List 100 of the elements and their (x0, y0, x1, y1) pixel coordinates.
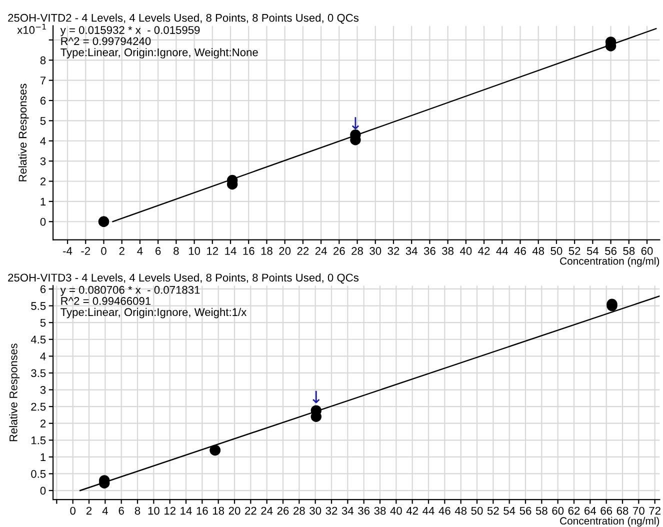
x-tick-label: 4 (102, 506, 108, 515)
y-tick-label: 1 (40, 198, 46, 206)
x-tick-label: 64 (584, 506, 596, 515)
y-tick-label: 3.5 (31, 369, 46, 378)
annotation: y = 0.015932 * x - 0.015959 (60, 26, 200, 36)
x-tick-label: 18 (261, 247, 272, 255)
x-tick-label: 6 (118, 506, 124, 515)
x-tick-label: 48 (532, 247, 544, 255)
x-tick-label: 66 (600, 506, 612, 515)
x-tick-label: 28 (294, 506, 305, 515)
x-tick-label: 34 (406, 247, 418, 255)
y-tick-label: 2.5 (31, 402, 46, 411)
y-tick-label: 2 (40, 420, 46, 428)
y-tick-label: 4 (40, 352, 46, 360)
x-tick-label: 60 (552, 506, 564, 515)
x-tick-label: 62 (568, 506, 580, 515)
y-tick-label: 0 (40, 218, 46, 226)
x-tick-label: 42 (478, 247, 490, 255)
x-tick-label: 16 (243, 247, 254, 255)
x-tick-label: 34 (342, 506, 354, 515)
y-tick-label: 2 (40, 178, 46, 186)
x-tick-label: 68 (616, 506, 628, 515)
y-tick-label: 3 (40, 386, 46, 394)
x-tick-label: 14 (180, 506, 192, 515)
x-tick-label: 16 (196, 506, 208, 515)
x-tick-label: 44 (422, 506, 434, 515)
y-tick-label: 1 (40, 453, 46, 461)
x-tick-label: 8 (174, 247, 179, 255)
x-tick-label: 50 (550, 247, 562, 255)
x-tick-label: 46 (438, 506, 450, 515)
y-tick-label: 1.5 (32, 436, 46, 444)
x-tick-label: 30 (370, 247, 382, 255)
x-tick-label: 0 (70, 506, 76, 515)
x-tick-label: 58 (536, 506, 548, 515)
x-tick-label: 22 (297, 247, 309, 255)
x-tick-label: -4 (63, 247, 72, 255)
x-tick-label: 26 (277, 506, 289, 515)
x-tick-label: 4 (137, 247, 143, 255)
x-tick-label: 14 (225, 247, 236, 255)
annotation: R^2 = 0.99466091 (61, 297, 151, 305)
y-tick-label: 4 (40, 137, 46, 145)
x-tick-label: 38 (442, 247, 454, 255)
x-tick-label: 46 (514, 247, 526, 255)
x-tick-label: 20 (228, 506, 240, 515)
x-tick-label: 70 (633, 506, 644, 515)
x-tick-label: 0 (101, 247, 106, 255)
annotation: y = 0.080706 * x - 0.071831 (60, 286, 200, 296)
x-tick-label: 40 (460, 247, 472, 255)
annotation: Type:Linear, Origin:Ignore, Weight:None (60, 48, 258, 58)
x-tick-label: 32 (388, 247, 400, 255)
x-tick-label: 36 (424, 247, 436, 255)
x-axis-title: Concentration (ng/ml) (560, 516, 660, 527)
x-tick-label: 54 (504, 506, 516, 515)
y-tick-label: 8 (40, 56, 46, 64)
y-tick-label: 3 (40, 157, 46, 166)
y-tick-label: 0 (40, 486, 46, 495)
y-axis-title: Relative Responses (9, 344, 20, 442)
x-tick-label: 38 (374, 506, 386, 515)
x-tick-label: 24 (261, 506, 273, 515)
x-tick-label: 56 (605, 247, 616, 255)
x-tick-label: 10 (148, 506, 160, 515)
x-tick-label: 26 (334, 247, 345, 255)
x-tick-label: 40 (390, 506, 402, 515)
x-tick-label: 20 (279, 247, 291, 255)
x-tick-label: 56 (520, 506, 532, 515)
x-tick-label: 58 (623, 247, 635, 255)
x-tick-label: 22 (245, 506, 256, 515)
y-tick-label: 6 (40, 285, 46, 294)
x-tick-label: 12 (164, 506, 176, 515)
x-tick-label: 18 (213, 506, 224, 515)
x-tick-label: 52 (568, 247, 580, 255)
x-tick-label: 8 (134, 506, 140, 515)
x-tick-label: 12 (207, 247, 218, 255)
x-tick-label: -2 (81, 247, 90, 255)
chart-title: 25OH-VITD3 - 4 Levels, 4 Levels Used, 8 Points, 8 Points Used, 0 QCs (8, 273, 359, 284)
x-tick-label: 48 (454, 506, 467, 515)
x-tick-label: 30 (310, 506, 322, 515)
x-tick-label: 72 (649, 506, 660, 515)
x-tick-label: 10 (188, 247, 200, 255)
y-tick-label: 4.5 (30, 336, 46, 344)
x-tick-label: 50 (471, 506, 483, 515)
x-tick-label: 36 (358, 506, 370, 515)
y-tick-label: 5 (40, 318, 46, 327)
x-tick-label: 28 (352, 247, 363, 255)
x-tick-label: 44 (496, 247, 508, 255)
x-tick-label: 24 (315, 247, 327, 255)
x-tick-label: 2 (86, 506, 92, 515)
y-axis-title: Relative Responses (18, 84, 29, 182)
x-tick-label: 6 (156, 247, 161, 255)
y-tick-label: 0.5 (31, 470, 46, 478)
annotation: Type:Linear, Origin:Ignore, Weight:1/x (60, 308, 247, 318)
x-tick-label: 54 (586, 247, 599, 255)
text: x10$^{−1}$ (17, 24, 46, 34)
annotation: ↓ (312, 390, 320, 404)
x-tick-label: 60 (641, 247, 653, 255)
y-tick-label: 7 (40, 76, 46, 84)
x-tick-label: 42 (406, 506, 418, 515)
x-axis-title: Concentration (ng/ml) (560, 257, 660, 267)
annotation: ↓ (352, 117, 360, 130)
annotation: R^2 = 0.99794240 (61, 37, 151, 46)
